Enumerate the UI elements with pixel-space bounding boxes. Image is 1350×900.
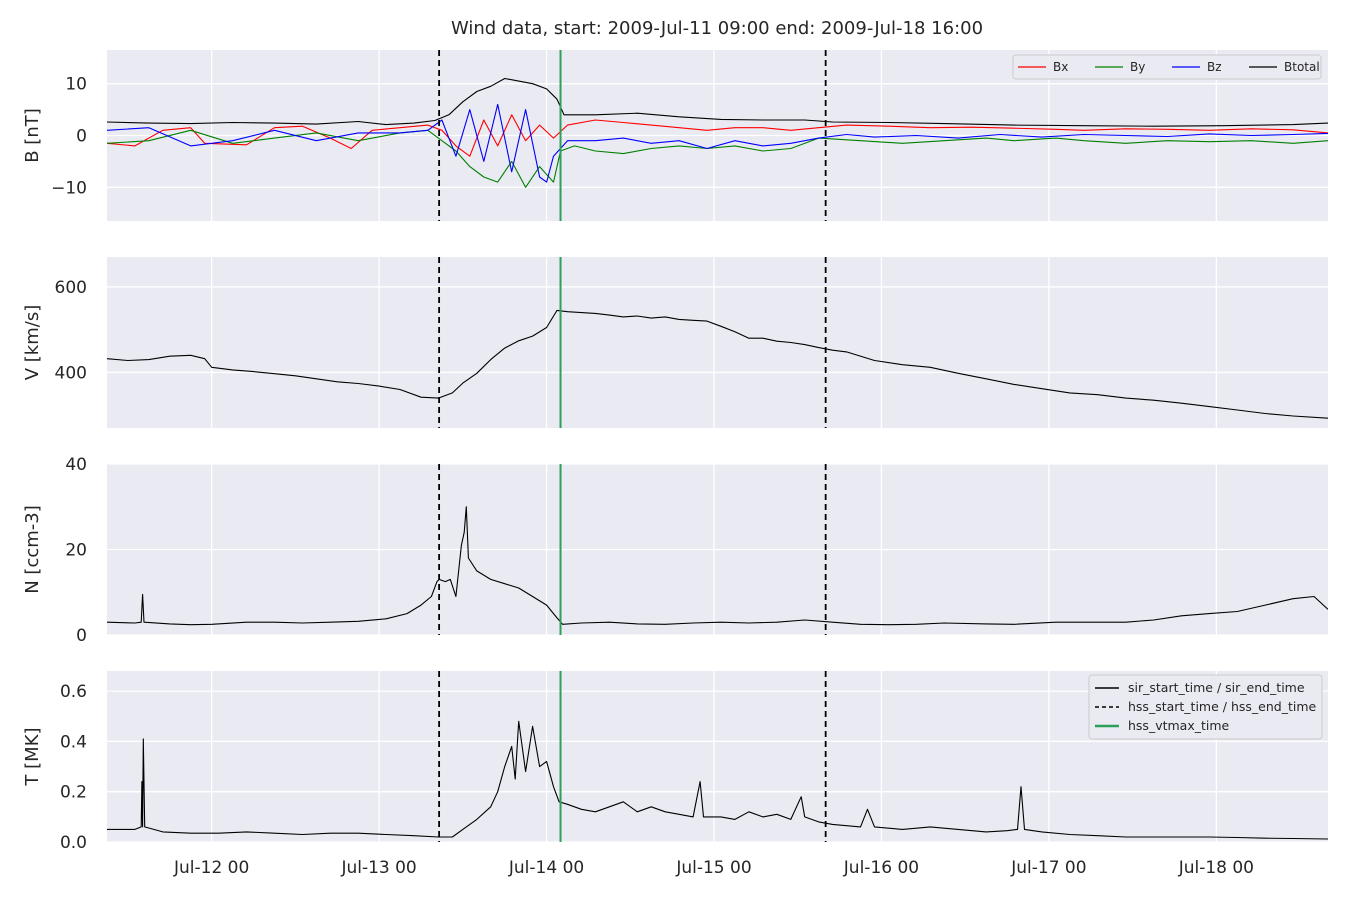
figure-title: Wind data, start: 2009-Jul-11 09:00 end:… xyxy=(450,18,984,39)
series-line-bx xyxy=(107,114,1328,157)
legend-label-by: By xyxy=(1130,60,1145,74)
y-tick-label: 10 xyxy=(65,75,87,95)
x-tick-label: Jul-16 00 xyxy=(843,858,919,878)
y-axis-label: T [MK] xyxy=(22,727,43,786)
legend-frame xyxy=(1088,674,1323,740)
series-line-bz xyxy=(107,103,1328,183)
series-line-v xyxy=(107,309,1328,419)
x-tick-label: Jul-13 00 xyxy=(340,858,416,878)
x-tick-label: Jul-17 00 xyxy=(1010,858,1086,878)
b-legend: Bx By Bz Btotal xyxy=(1012,54,1322,80)
legend-label: hss_vtmax_time xyxy=(1128,718,1230,733)
series-line-btotal xyxy=(107,77,1328,127)
panel-t: 0.6 0.4 0.2 0.0 T [MK] sir_start_time / sir_e… xyxy=(22,671,1328,853)
x-tick-label: Jul-15 00 xyxy=(675,858,751,878)
y-tick-label: 400 xyxy=(55,363,87,383)
legend-label-bx: Bx xyxy=(1053,60,1068,74)
panel-background xyxy=(107,257,1328,428)
y-tick-label: 0.4 xyxy=(60,732,87,752)
y-tick-label: 0.2 xyxy=(60,783,87,803)
y-tick-label: 20 xyxy=(65,541,87,561)
y-tick-label: 0 xyxy=(76,127,87,147)
t-legend: sir_start_time / sir_end_time hss_start_t… xyxy=(1088,674,1323,740)
y-axis-label: N [ccm-3] xyxy=(22,505,43,594)
series-line-t xyxy=(107,720,1328,840)
legend-label: sir_start_time / sir_end_time xyxy=(1128,680,1305,695)
panel-b: 10 0 −10 B [nT] Bx By Bz Btotal xyxy=(22,50,1328,221)
y-axis-label: B [nT] xyxy=(22,108,43,163)
y-tick-label: 0.6 xyxy=(60,682,87,702)
y-tick-label: −10 xyxy=(51,178,87,198)
legend-label-btotal: Btotal xyxy=(1284,60,1320,74)
y-tick-label: 40 xyxy=(65,455,87,475)
y-tick-label: 0 xyxy=(76,626,87,646)
legend-label-bz: Bz xyxy=(1207,60,1222,74)
legend-label: hss_start_time / hss_end_time xyxy=(1128,699,1317,714)
x-tick-label: Jul-14 00 xyxy=(508,858,584,878)
legend-frame xyxy=(1012,54,1322,80)
panel-n: 40 20 0 N [ccm-3] xyxy=(22,455,1328,646)
y-tick-label: 600 xyxy=(55,278,87,298)
series-line-n xyxy=(107,506,1328,626)
y-axis-label: V [km/s] xyxy=(22,305,43,380)
x-tick-label: Jul-18 00 xyxy=(1178,858,1254,878)
series-line-by xyxy=(107,129,1328,188)
panel-v: 600 400 V [km/s] xyxy=(22,257,1328,428)
y-tick-label: 0.0 xyxy=(60,833,87,853)
x-tick-label: Jul-12 00 xyxy=(173,858,249,878)
